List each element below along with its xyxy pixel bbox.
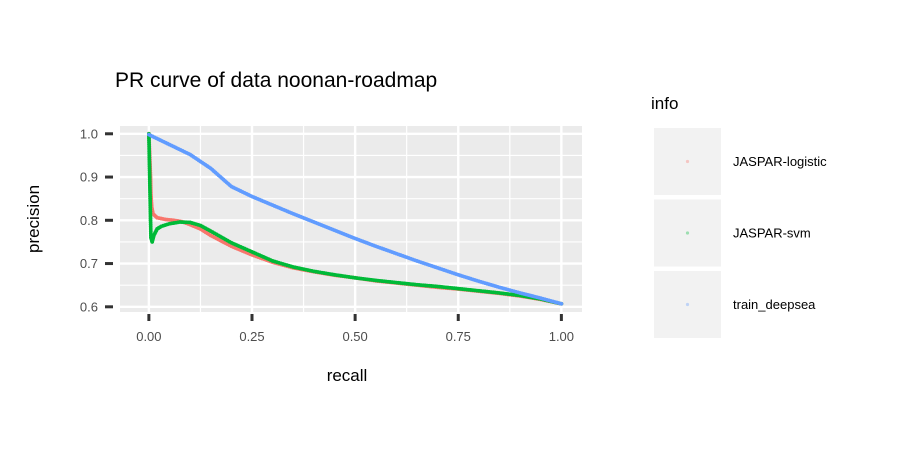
y-tick-label: 0.8: [80, 213, 98, 228]
legend-title: info: [651, 94, 678, 113]
legend: JASPAR-logistic JASPAR-svm train_deepsea: [654, 128, 827, 338]
x-tick-label: 1.00: [549, 329, 574, 344]
series-train_deepsea: [146, 132, 564, 306]
legend-label: train_deepsea: [733, 297, 816, 312]
series-layer: [146, 131, 564, 306]
x-tick-label: 0.25: [239, 329, 264, 344]
legend-key: [654, 199, 721, 267]
legend-key-dot: [685, 231, 690, 235]
legend-label: JASPAR-logistic: [733, 154, 827, 169]
y-tick-label: 0.9: [80, 170, 98, 185]
x-tick-label: 0.75: [446, 329, 471, 344]
x-tick-label: 0.00: [136, 329, 161, 344]
x-tick-label: 0.50: [342, 329, 367, 344]
x-axis: 0.00 0.25 0.50 0.75 1.00: [136, 314, 574, 344]
y-tick-label: 1.0: [80, 126, 98, 141]
legend-label: JASPAR-svm: [733, 226, 811, 241]
data-point: [559, 301, 564, 306]
y-tick-label: 0.7: [80, 256, 98, 271]
legend-key: [654, 128, 721, 195]
chart-title: PR curve of data noonan-roadmap: [115, 69, 437, 92]
y-axis-title: precision: [24, 185, 43, 253]
legend-key-dot: [685, 302, 690, 307]
y-axis: 0.6 0.7 0.8 0.9 1.0: [80, 126, 113, 314]
legend-key-dot: [685, 159, 690, 164]
plot-panel: [120, 126, 582, 312]
legend-key: [654, 271, 721, 338]
y-tick-label: 0.6: [80, 299, 98, 314]
x-axis-title: recall: [327, 366, 368, 385]
series-JASPAR-svm: [146, 131, 564, 306]
